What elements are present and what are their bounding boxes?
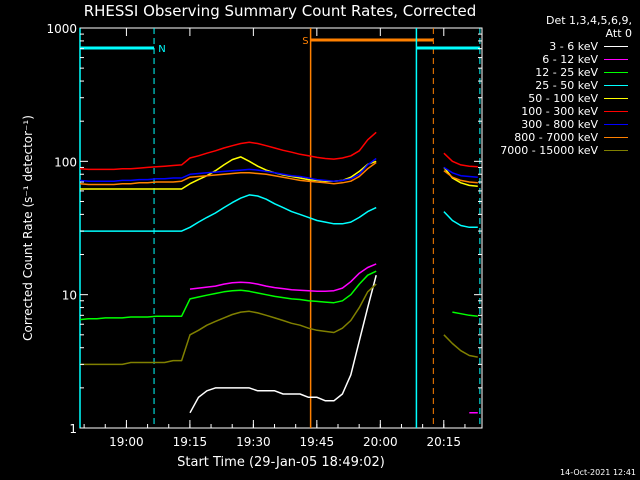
x-tick-label: 20:00	[363, 435, 398, 449]
legend: Det 1,3,4,5,6,9, Att 0 3 - 6 keV 6 - 12 k…	[472, 14, 632, 157]
series-line-100-300-keV	[79, 131, 478, 171]
plot-frame	[79, 27, 483, 429]
x-tick-label: 19:15	[173, 435, 208, 449]
series-line-3-6-keV	[189, 275, 377, 414]
legend-swatch	[604, 72, 628, 73]
annotation-label-N: N	[158, 44, 165, 55]
legend-label: 7000 - 15000 keV	[500, 144, 598, 157]
legend-entry: 3 - 6 keV	[472, 40, 632, 53]
y-tick-label: 100	[54, 155, 77, 169]
y-tick-label: 10	[62, 289, 77, 303]
legend-label: 300 - 800 keV	[521, 118, 598, 131]
legend-swatch	[604, 124, 628, 125]
legend-swatch	[604, 85, 628, 86]
legend-entry: 800 - 7000 keV	[472, 131, 632, 144]
x-tick-label: 19:45	[300, 435, 335, 449]
series-line-12-25-keV	[79, 270, 478, 321]
legend-entry: 12 - 25 keV	[472, 66, 632, 79]
y-tick-label: 1	[69, 422, 77, 436]
legend-swatch	[604, 137, 628, 138]
x-axis-label: Start Time (29-Jan-05 18:49:02)	[177, 455, 385, 470]
legend-rows: 3 - 6 keV 6 - 12 keV 12 - 25 keV 25 - 50 ke…	[472, 40, 632, 157]
series-line-25-50-keV	[80, 194, 478, 232]
series-line-300-800-keV	[79, 157, 478, 182]
legend-entry: 300 - 800 keV	[472, 118, 632, 131]
legend-entry: 6 - 12 keV	[472, 53, 632, 66]
x-tick-label: 20:15	[426, 435, 461, 449]
series-line-7000-15000-keV	[80, 283, 478, 366]
axis-layer: 19:00 19:15 19:30 19:45 20:00 20:15 1 10 100 1000	[46, 22, 482, 449]
series-line-6-12-keV	[189, 263, 478, 414]
x-tick-label: 19:00	[109, 435, 144, 449]
legend-label: 25 - 50 keV	[535, 79, 598, 92]
legend-entry: 50 - 100 keV	[472, 92, 632, 105]
legend-header-attenuator: Att 0	[605, 27, 632, 40]
legend-entry: 25 - 50 keV	[472, 79, 632, 92]
legend-label: 6 - 12 keV	[542, 53, 598, 66]
footer-timestamp: 14-Oct-2021 12:41	[560, 468, 636, 477]
x-tick-label: 19:30	[236, 435, 271, 449]
legend-swatch	[604, 59, 628, 60]
series-line-800-7000-keV	[79, 161, 478, 186]
legend-header-detectors: Det 1,3,4,5,6,9,	[545, 14, 632, 27]
annotation-layer: NS	[79, 28, 481, 428]
legend-label: 50 - 100 keV	[528, 92, 598, 105]
legend-swatch	[604, 98, 628, 99]
legend-swatch	[604, 46, 628, 47]
y-axis-label: Corrected Count Rate (s⁻¹ detector⁻¹)	[21, 115, 35, 341]
chart-title: RHESSI Observing Summary Count Rates, Co…	[84, 2, 477, 20]
legend-label: 3 - 6 keV	[549, 40, 598, 53]
legend-entry: 100 - 300 keV	[472, 105, 632, 118]
legend-swatch	[604, 111, 628, 112]
legend-label: 12 - 25 keV	[535, 66, 598, 79]
series-layer	[79, 131, 478, 414]
legend-entry: 7000 - 15000 keV	[472, 144, 632, 157]
legend-swatch	[604, 150, 628, 151]
legend-label: 800 - 7000 keV	[514, 131, 598, 144]
legend-label: 100 - 300 keV	[521, 105, 598, 118]
annotation-label-S: S	[302, 36, 308, 47]
y-tick-label: 1000	[46, 22, 77, 36]
